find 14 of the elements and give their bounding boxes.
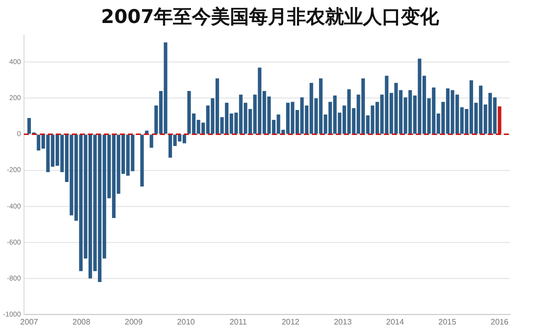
bar xyxy=(168,134,172,158)
bar xyxy=(150,134,154,148)
x-tick-label: 2015 xyxy=(438,317,457,326)
x-tick-label: 2010 xyxy=(177,317,196,326)
x-tick-label: 2014 xyxy=(386,317,404,326)
x-tick-label: 2007 xyxy=(20,317,39,326)
x-tick-label: 2011 xyxy=(230,317,248,326)
bar xyxy=(140,134,144,187)
x-tick-label: 2016 xyxy=(490,317,509,326)
chart-title: 2007年至今美国每月非农就业人口变化 xyxy=(100,5,440,30)
x-tick-label: 2013 xyxy=(334,317,352,326)
x-tick-label: 2009 xyxy=(124,317,144,326)
x-tick-label: 2012 xyxy=(282,317,300,326)
x-tick-label: 2008 xyxy=(72,317,91,326)
